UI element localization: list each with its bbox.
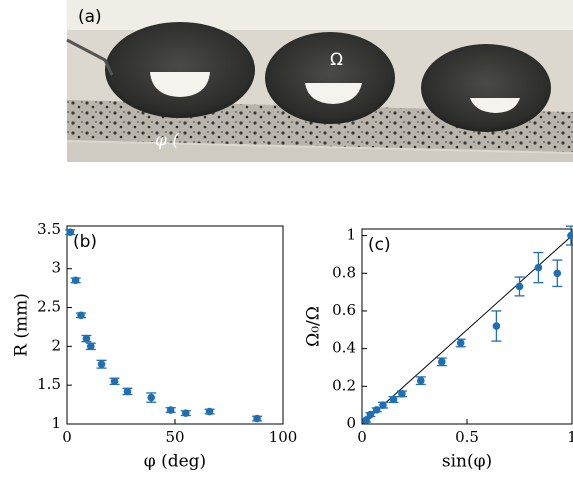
y-axis-label: R (mm) [12,293,32,357]
data-point [72,277,80,285]
plot-frame [362,229,572,424]
drop-label: Ω [330,50,343,70]
data-point [111,377,119,385]
data-point [554,269,562,277]
x-tick-label: 100 [269,428,298,446]
x-tick-label: 0.5 [455,428,479,446]
data-point [438,358,446,366]
data-point [87,343,95,351]
y-tick-label: 3 [51,259,61,277]
data-point [147,394,155,402]
data-point [182,409,190,417]
data-point [567,232,573,240]
x-tick-label: 0 [62,428,72,446]
data-point [77,311,85,319]
plot-frame [67,226,283,424]
x-tick-label: 1 [567,428,573,446]
y-tick-label: 0.2 [332,376,356,394]
data-point [124,388,132,396]
data-point [373,406,381,414]
data-point [98,360,106,368]
data-point [390,396,398,404]
data-point [379,401,387,409]
y-tick-label: 0.4 [332,339,356,357]
y-tick-label: 2.5 [37,298,61,316]
data-point [167,406,175,414]
x-tick-label: 0 [357,428,367,446]
drop [265,32,395,124]
y-tick-label: 0 [346,414,356,432]
data-point [516,283,524,291]
data-point [66,228,74,236]
page: (a) Ω φ ( 05010011.522.533.5(b)φ (deg)R … [0,0,573,479]
panel-label: (c) [368,235,391,255]
data-point [83,335,91,343]
x-axis-label: sin(φ) [442,452,492,472]
x-axis-label: φ (deg) [144,452,206,472]
y-tick-label: 1 [346,226,356,244]
photo-top [67,0,573,30]
data-point [417,377,425,385]
y-tick-label: 0.8 [332,263,356,281]
data-point [253,415,261,423]
data-point [535,264,543,272]
data-point [398,390,406,398]
drop [421,44,551,132]
panel-label: (b) [73,232,97,252]
drop [105,22,255,118]
y-tick-label: 0.6 [332,301,356,319]
panel-label: (a) [78,7,102,27]
y-tick-label: 1.5 [37,375,61,393]
data-point [493,322,501,330]
figure: (a) Ω φ ( 05010011.522.533.5(b)φ (deg)R … [0,0,573,479]
data-point [457,339,465,347]
x-tick-label: 50 [165,428,184,446]
y-tick-label: 3.5 [37,220,61,238]
y-tick-label: 2 [51,336,61,354]
y-axis-label: Ω₀/Ω [304,306,324,347]
angle-label: φ ( [155,131,179,151]
data-point [206,408,214,416]
y-tick-label: 1 [51,414,61,432]
photo: (a) Ω φ ( [67,0,573,162]
